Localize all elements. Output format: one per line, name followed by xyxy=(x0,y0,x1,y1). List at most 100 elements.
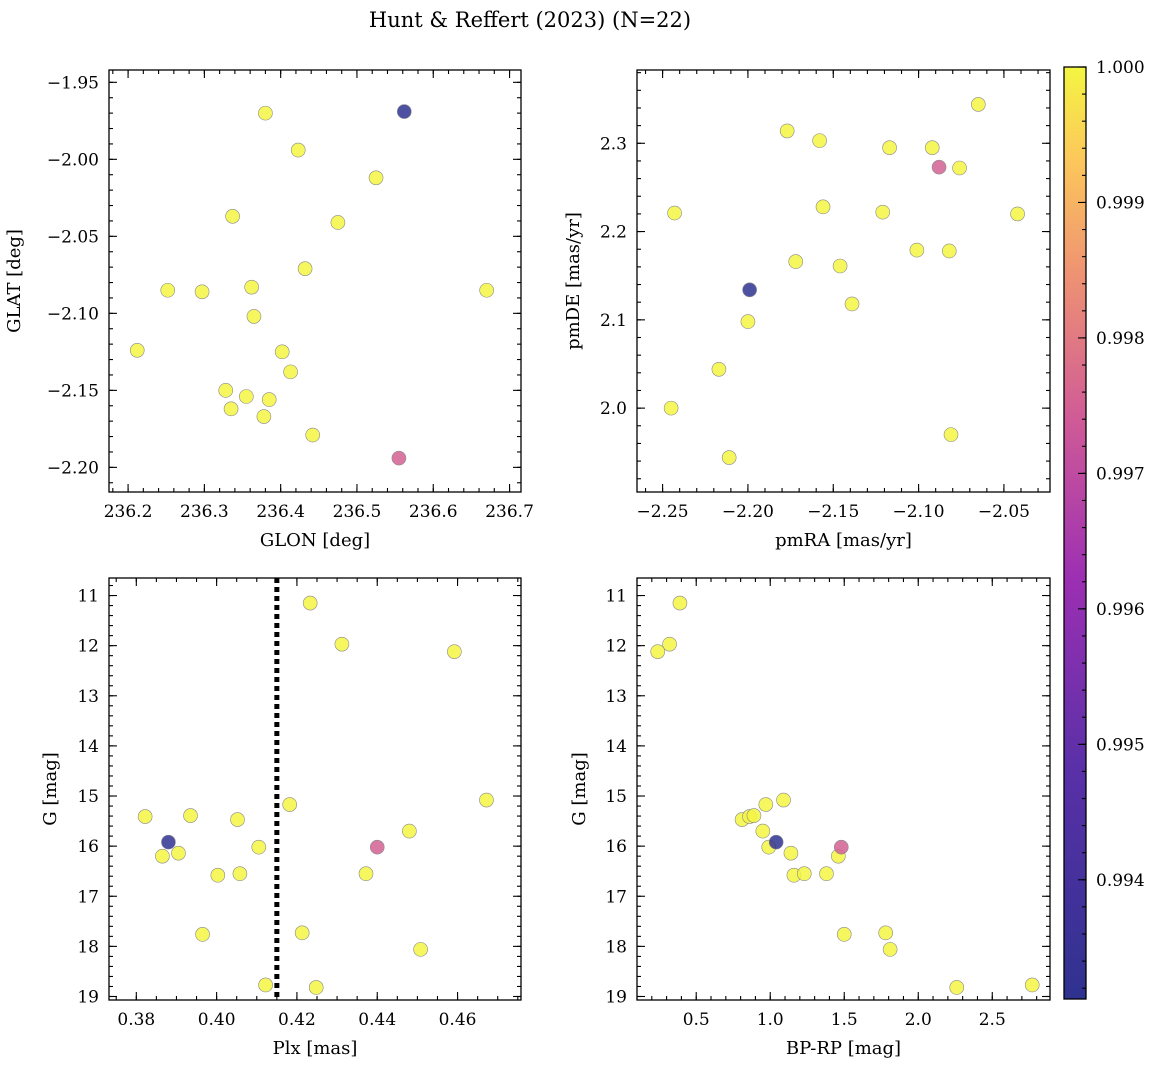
y-tick-label: 2.3 xyxy=(600,134,627,154)
data-point xyxy=(479,792,494,808)
data-point xyxy=(943,427,959,442)
colorbar-tick-label: 0.995 xyxy=(1096,735,1145,755)
x-tick-label: 0.40 xyxy=(198,1010,236,1030)
data-point xyxy=(239,389,254,404)
data-point xyxy=(721,450,737,465)
x-tick-label: 1.5 xyxy=(831,1010,858,1030)
panel-bprp-g: 0.5 1.0 1.5 2.0 2.5 11 12 13 14 15 16 17 18 19 BP-RP [… xyxy=(569,577,1051,1059)
data-point xyxy=(788,254,804,269)
y-tick-label: 17 xyxy=(77,887,99,907)
data-point xyxy=(232,866,248,882)
data-point xyxy=(779,123,795,139)
data-point xyxy=(833,839,849,855)
colorbar-gradient xyxy=(1064,67,1086,999)
axes-frame xyxy=(636,577,1051,1001)
panels: 236.2 236.3 236.4 236.5 236.6 236.7 −1.95 −2.00… xyxy=(4,69,1051,1059)
data-point xyxy=(650,644,666,659)
data-point xyxy=(662,636,677,652)
data-point xyxy=(223,401,239,417)
data-point xyxy=(244,279,259,295)
y-tick-label: 2.1 xyxy=(600,311,627,331)
y-tick-label: −2.05 xyxy=(47,227,99,247)
y-tick-label: 12 xyxy=(605,637,627,657)
y-tick-label: −1.95 xyxy=(47,73,99,93)
y-tick-label: 13 xyxy=(77,687,99,707)
y-tick-label: 18 xyxy=(605,937,627,957)
x-tick-label: 2.5 xyxy=(979,1010,1006,1030)
x-tick-label: 236.4 xyxy=(256,502,305,522)
data-point xyxy=(369,839,385,855)
y-tick-label: 19 xyxy=(605,987,627,1007)
y-tick-label: 15 xyxy=(605,787,627,807)
data-point xyxy=(844,296,860,312)
y-tick-label: 2.2 xyxy=(600,223,627,243)
data-point xyxy=(796,866,812,882)
data-point xyxy=(952,160,967,176)
colorbar-frame xyxy=(1063,66,1087,1000)
data-point xyxy=(160,282,176,298)
data-point xyxy=(819,866,834,882)
data-point xyxy=(258,977,273,993)
x-tick-label: 236.7 xyxy=(485,502,534,522)
panel-glon-glat: 236.2 236.3 236.4 236.5 236.6 236.7 −1.95 −2.00… xyxy=(4,69,534,551)
x-tick-label: 0.42 xyxy=(278,1010,316,1030)
x-tick-label: 1.0 xyxy=(757,1010,784,1030)
data-point xyxy=(183,808,198,823)
y-tick-label: 19 xyxy=(77,987,99,1007)
data-point xyxy=(256,409,272,424)
data-point xyxy=(218,383,234,398)
data-point xyxy=(368,170,384,186)
data-point xyxy=(931,159,947,175)
y-axis-label: pmDE [mas/yr] xyxy=(563,212,584,350)
data-point xyxy=(815,199,831,215)
panel-plx-g: 0.38 0.40 0.42 0.44 0.46 11 12 13 14 15 16 17 18 19 Pl… xyxy=(40,577,522,1059)
y-tick-label: −2.10 xyxy=(47,304,99,324)
data-point xyxy=(949,980,965,995)
colorbar-tick-label: 0.999 xyxy=(1096,193,1145,213)
data-point xyxy=(137,809,153,824)
y-tick-label: −2.20 xyxy=(47,458,99,478)
data-point xyxy=(258,105,273,121)
y-tick-label: 16 xyxy=(77,837,99,857)
x-tick-label: 0.5 xyxy=(683,1010,710,1030)
data-point xyxy=(740,314,756,329)
data-point xyxy=(225,209,240,224)
data-point xyxy=(391,450,407,466)
axes-frame xyxy=(108,577,522,1001)
y-tick-label: 11 xyxy=(605,587,627,607)
data-point xyxy=(283,364,298,380)
x-tick-label: 236.2 xyxy=(104,502,153,522)
y-axis-label: G [mag] xyxy=(40,752,61,825)
data-point xyxy=(1010,206,1025,222)
data-point xyxy=(294,925,310,941)
y-tick-label: 13 xyxy=(605,687,627,707)
data-point xyxy=(776,792,791,808)
data-point xyxy=(882,942,898,957)
y-tick-label: 11 xyxy=(77,587,99,607)
x-tick-label: −2.25 xyxy=(637,502,689,522)
data-point xyxy=(479,282,494,298)
data-point xyxy=(330,215,346,230)
y-tick-label: 12 xyxy=(77,637,99,657)
data-point xyxy=(171,845,186,861)
data-point xyxy=(161,834,176,850)
colorbar-tick-label: 0.997 xyxy=(1096,464,1145,484)
data-point xyxy=(305,427,321,443)
y-tick-label: 2.0 xyxy=(600,399,627,419)
y-tick-label: 14 xyxy=(605,737,627,757)
y-tick-label: −2.00 xyxy=(47,150,99,170)
x-tick-label: 0.38 xyxy=(117,1010,155,1030)
y-tick-label: 16 xyxy=(605,837,627,857)
y-tick-label: 18 xyxy=(77,937,99,957)
data-point xyxy=(210,867,226,883)
data-point xyxy=(308,980,324,995)
data-point xyxy=(246,309,262,324)
x-tick-label: 236.5 xyxy=(333,502,382,522)
x-tick-label: 0.46 xyxy=(439,1010,477,1030)
x-tick-label: −2.15 xyxy=(807,502,859,522)
data-point xyxy=(812,133,827,148)
data-point xyxy=(358,866,374,882)
data-point xyxy=(909,242,925,258)
data-point xyxy=(755,823,771,839)
data-point xyxy=(971,97,986,112)
